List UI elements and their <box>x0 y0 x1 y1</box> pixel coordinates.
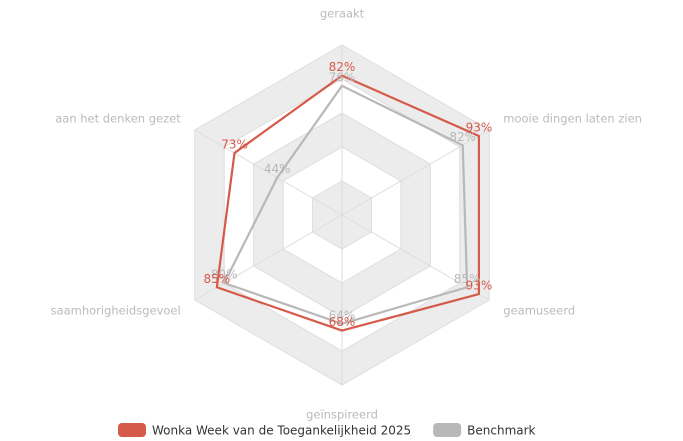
grid-spoke <box>341 129 490 216</box>
data-label: 93% <box>466 120 493 134</box>
legend-item: Wonka Week van de Toegankelijkheid 2025 <box>118 423 411 438</box>
axis-label: mooie dingen laten zien <box>503 112 642 126</box>
data-label: 85% <box>454 272 481 286</box>
axis-label: aan het denken gezet <box>55 112 181 126</box>
grid-spoke <box>194 214 343 301</box>
series-line <box>223 84 469 325</box>
legend-label: Benchmark <box>467 424 535 438</box>
legend-swatch <box>433 423 462 437</box>
grid-spoke <box>341 214 490 301</box>
axis-label: geamuseerd <box>503 304 575 318</box>
axis-label: geïnspireerd <box>306 408 378 422</box>
data-label: 93% <box>466 279 493 293</box>
series-line <box>215 74 481 332</box>
legend-label: Wonka Week van de Toegankelijkheid 2025 <box>152 424 411 438</box>
data-label: 73% <box>221 137 248 151</box>
data-label: 85% <box>204 272 231 286</box>
axis-label: saamhorigheidsgevoel <box>51 304 181 318</box>
grid-spoke <box>194 129 343 216</box>
legend-item: Benchmark <box>433 423 536 438</box>
data-label: 80% <box>211 268 238 282</box>
axis-label: geraakt <box>320 7 365 21</box>
data-label: 44% <box>264 162 291 176</box>
data-label: 82% <box>329 60 356 74</box>
legend-swatch <box>118 423 146 437</box>
data-label: 76% <box>329 70 356 84</box>
data-label: 68% <box>329 315 356 329</box>
data-label: 82% <box>449 130 476 144</box>
data-label: 64% <box>329 308 356 322</box>
